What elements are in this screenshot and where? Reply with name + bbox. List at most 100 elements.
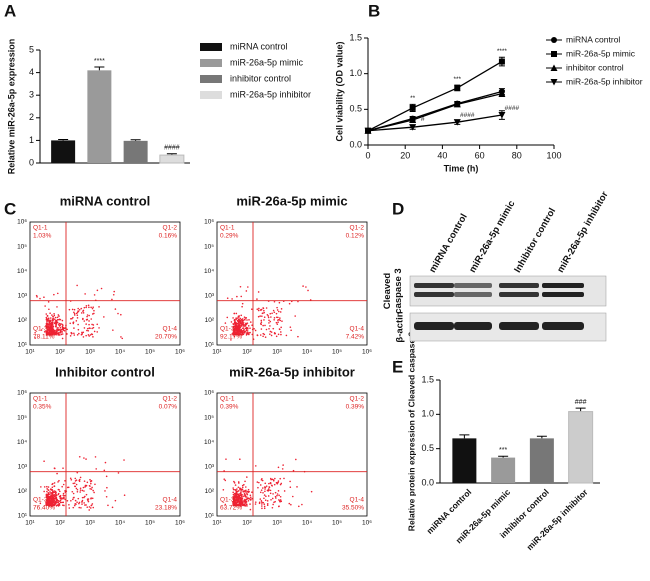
event-dot xyxy=(81,331,83,334)
x-tick-label: 10¹ xyxy=(212,349,222,356)
event-dot xyxy=(240,295,243,298)
y-tick-label: 10⁴ xyxy=(17,439,27,446)
event-dot xyxy=(58,500,61,503)
event-dot xyxy=(270,331,273,333)
event-dot xyxy=(281,320,283,322)
event-dot xyxy=(77,307,79,310)
event-dot xyxy=(54,319,57,321)
event-dot xyxy=(92,326,95,329)
event-dot xyxy=(268,486,270,488)
event-dot xyxy=(241,484,244,487)
event-dot xyxy=(49,331,52,333)
event-dot xyxy=(104,490,106,492)
event-dot xyxy=(257,315,260,318)
event-dot xyxy=(83,306,86,309)
event-dot xyxy=(263,497,265,500)
event-dot xyxy=(47,502,50,505)
event-cloud xyxy=(224,285,312,341)
event-dot xyxy=(90,480,93,482)
event-dot xyxy=(85,304,88,307)
event-cloud xyxy=(34,284,124,340)
x-tick-label: 10⁵ xyxy=(145,520,155,527)
event-dot xyxy=(239,500,242,503)
event-dot xyxy=(245,290,248,292)
x-tick-label: 10⁴ xyxy=(302,349,312,356)
y-tick-label: 4 xyxy=(29,67,34,77)
event-dot xyxy=(261,501,263,503)
event-dot xyxy=(233,332,236,334)
event-dot xyxy=(90,497,92,500)
event-dot xyxy=(56,292,59,295)
series-line xyxy=(367,60,503,132)
event-dot xyxy=(58,318,61,321)
quadrant-value: 0.39% xyxy=(346,404,365,411)
event-dot xyxy=(72,316,74,319)
event-dot xyxy=(78,479,81,482)
event-dot xyxy=(79,487,82,490)
event-dot xyxy=(246,476,248,478)
event-dot xyxy=(278,500,281,502)
event-dot xyxy=(88,306,90,309)
event-dot xyxy=(237,490,239,492)
quadrant-name: Q1-2 xyxy=(350,396,365,403)
event-dot xyxy=(234,327,237,330)
event-dot xyxy=(72,506,75,509)
panel-label: E xyxy=(392,357,403,376)
event-dot xyxy=(84,504,86,506)
event-dot xyxy=(241,302,244,305)
event-dot xyxy=(254,329,257,332)
y-tick-label: 10⁴ xyxy=(204,268,214,275)
event-dot xyxy=(48,324,51,326)
x-tick-label: 0 xyxy=(365,150,370,160)
event-dot xyxy=(279,477,282,480)
event-dot xyxy=(236,496,239,498)
event-dot xyxy=(74,499,77,502)
event-dot xyxy=(239,285,242,288)
event-dot xyxy=(234,502,237,505)
event-dot xyxy=(232,491,234,494)
event-dot xyxy=(55,322,58,324)
event-dot xyxy=(92,324,95,326)
event-dot xyxy=(305,286,307,288)
event-dot xyxy=(230,321,233,323)
x-tick-label: 10⁶ xyxy=(362,349,372,356)
blot-band xyxy=(542,322,584,330)
event-dot xyxy=(262,324,264,327)
significance-label: *** xyxy=(453,76,461,83)
event-dot xyxy=(113,290,116,293)
event-dot xyxy=(100,287,103,290)
event-dot xyxy=(51,489,54,491)
event-dot xyxy=(72,482,75,485)
event-dot xyxy=(87,329,90,332)
event-dot xyxy=(57,332,60,335)
event-dot xyxy=(254,501,257,503)
legend-label: miR-26a-5p mimic xyxy=(230,57,304,67)
quadrant-value: 0.16% xyxy=(159,233,178,240)
quadrant-name: Q1-1 xyxy=(220,396,235,403)
event-dot xyxy=(285,334,288,337)
blot-band xyxy=(454,322,492,330)
event-dot xyxy=(269,320,272,323)
quadrant-name: Q1-2 xyxy=(350,225,365,232)
event-dot xyxy=(45,316,48,319)
y-tick-label: 10⁶ xyxy=(17,219,27,226)
quadrant-name: Q1-3 xyxy=(33,326,48,333)
event-dot xyxy=(52,316,55,318)
event-dot xyxy=(78,501,81,504)
event-dot xyxy=(234,498,236,501)
event-dot xyxy=(45,322,48,325)
event-dot xyxy=(73,312,76,315)
event-dot xyxy=(233,312,236,315)
event-dot xyxy=(54,322,56,324)
event-dot xyxy=(271,506,274,509)
event-dot xyxy=(94,483,96,486)
event-dot xyxy=(81,489,84,492)
event-dot xyxy=(47,334,49,336)
x-axis-title: Time (h) xyxy=(444,163,479,173)
event-dot xyxy=(50,322,53,325)
event-dot xyxy=(243,494,246,496)
event-dot xyxy=(107,504,109,507)
event-dot xyxy=(275,321,278,324)
event-dot xyxy=(73,327,75,329)
x-tick-label: 10² xyxy=(55,349,65,356)
